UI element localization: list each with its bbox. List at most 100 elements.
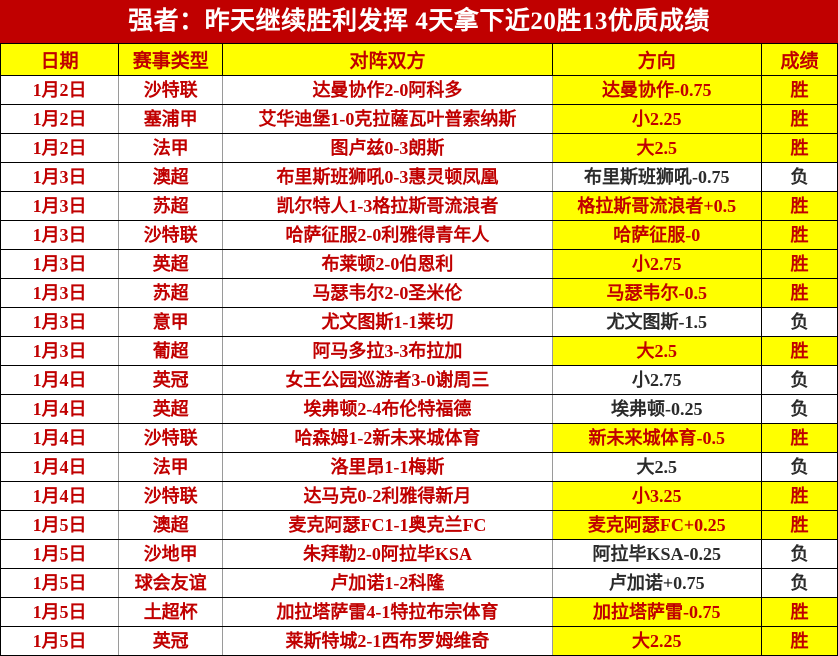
- cell-result: 负: [760, 539, 838, 569]
- cell-league: 沙地甲: [118, 539, 224, 569]
- cell-direction: 大2.25: [551, 626, 762, 656]
- cell-match: 哈萨征服2-0利雅得青年人: [222, 220, 553, 250]
- cell-direction-text: 大2.5: [636, 457, 678, 477]
- cell-result: 胜: [760, 133, 838, 163]
- cell-result: 胜: [760, 191, 838, 221]
- cell-direction: 新未来城体育-0.5: [551, 423, 762, 453]
- cell-match-text: 莱斯特城2-1西布罗姆维奇: [285, 631, 490, 651]
- cell-match: 加拉塔萨雷4-1特拉布宗体育: [222, 597, 553, 627]
- cell-match: 朱拜勒2-0阿拉毕KSA: [222, 539, 553, 569]
- cell-direction: 哈萨征服-0: [551, 220, 762, 250]
- cell-date: 1月5日: [0, 597, 120, 627]
- table-row: 1月3日 意甲 尤文图斯1-1莱切 尤文图斯-1.5 负: [0, 307, 838, 337]
- cell-direction: 小3.25: [551, 481, 762, 511]
- table-row: 1月3日 沙特联 哈萨征服2-0利雅得青年人 哈萨征服-0 胜: [0, 220, 838, 250]
- table-row: 1月3日 苏超 凯尔特人1-3格拉斯哥流浪者 格拉斯哥流浪者+0.5 胜: [0, 191, 838, 221]
- cell-result-text: 胜: [790, 428, 809, 448]
- cell-league: 塞浦甲: [118, 104, 224, 134]
- table-row: 1月2日 法甲 图卢兹0-3朗斯 大2.5 胜: [0, 133, 838, 163]
- cell-result-text: 胜: [790, 486, 809, 506]
- cell-league: 法甲: [118, 133, 224, 163]
- table-row: 1月5日 沙地甲 朱拜勒2-0阿拉毕KSA 阿拉毕KSA-0.25 负: [0, 539, 838, 569]
- cell-direction-text: 小3.25: [632, 486, 682, 506]
- cell-direction-text: 卢加诺+0.75: [608, 573, 705, 593]
- table-row: 1月3日 澳超 布里斯班狮吼0-3惠灵顿凤凰 布里斯班狮吼-0.75 负: [0, 162, 838, 192]
- table-row: 1月3日 苏超 马瑟韦尔2-0圣米伦 马瑟韦尔-0.5 胜: [0, 278, 838, 308]
- table-row: 1月3日 葡超 阿马多拉3-3布拉加 大2.5 胜: [0, 336, 838, 366]
- cell-league: 苏超: [118, 278, 224, 308]
- cell-league-text: 英超: [152, 254, 189, 274]
- cell-direction: 大2.5: [551, 133, 762, 163]
- cell-league: 葡超: [118, 336, 224, 366]
- cell-result: 胜: [760, 75, 838, 105]
- cell-match: 凯尔特人1-3格拉斯哥流浪者: [222, 191, 553, 221]
- cell-match-text: 哈森姆1-2新未来城体育: [294, 428, 481, 448]
- cell-match-text: 麦克阿瑟FC1-1奥克兰FC: [288, 515, 487, 535]
- cell-league: 土超杯: [118, 597, 224, 627]
- cell-direction: 小2.75: [551, 249, 762, 279]
- cell-direction: 大2.5: [551, 452, 762, 482]
- cell-match-text: 布里斯班狮吼0-3惠灵顿凤凰: [276, 167, 499, 187]
- cell-direction-text: 小2.25: [632, 109, 682, 129]
- cell-date: 1月5日: [0, 626, 120, 656]
- cell-date-text: 1月5日: [32, 631, 87, 651]
- cell-date-text: 1月3日: [32, 254, 87, 274]
- cell-direction-text: 大2.25: [632, 631, 682, 651]
- cell-direction-text: 大2.5: [636, 138, 678, 158]
- cell-direction: 小2.25: [551, 104, 762, 134]
- cell-date: 1月4日: [0, 394, 120, 424]
- cell-match-text: 朱拜勒2-0阿拉毕KSA: [302, 544, 472, 564]
- cell-match-text: 埃弗顿2-4布伦特福德: [303, 399, 472, 419]
- cell-direction-text: 哈萨征服-0: [613, 225, 701, 245]
- cell-match-text: 布莱顿2-0伯恩利: [321, 254, 454, 274]
- table-row: 1月3日 英超 布莱顿2-0伯恩利 小2.75 胜: [0, 249, 838, 279]
- cell-result: 负: [760, 452, 838, 482]
- cell-match: 女王公园巡游者3-0谢周三: [222, 365, 553, 395]
- cell-match-text: 女王公园巡游者3-0谢周三: [285, 370, 490, 390]
- cell-match: 埃弗顿2-4布伦特福德: [222, 394, 553, 424]
- cell-result-text: 胜: [790, 225, 809, 245]
- cell-date-text: 1月5日: [32, 573, 87, 593]
- cell-direction: 小2.75: [551, 365, 762, 395]
- cell-date: 1月3日: [0, 336, 120, 366]
- cell-result-text: 负: [790, 544, 809, 564]
- cell-league-text: 法甲: [152, 138, 189, 158]
- cell-direction-text: 尤文图斯-1.5: [606, 312, 708, 332]
- cell-direction-text: 阿拉毕KSA-0.25: [592, 544, 722, 564]
- cell-result: 胜: [760, 597, 838, 627]
- cell-result: 负: [760, 365, 838, 395]
- table-row: 1月4日 沙特联 达马克0-2利雅得新月 小3.25 胜: [0, 481, 838, 511]
- cell-direction: 达曼协作-0.75: [551, 75, 762, 105]
- cell-match: 布里斯班狮吼0-3惠灵顿凤凰: [222, 162, 553, 192]
- cell-direction-text: 达曼协作-0.75: [602, 80, 712, 100]
- cell-result: 胜: [760, 626, 838, 656]
- cell-league-text: 苏超: [152, 196, 189, 216]
- cell-date-text: 1月5日: [32, 602, 87, 622]
- cell-date: 1月4日: [0, 481, 120, 511]
- cell-league: 澳超: [118, 162, 224, 192]
- cell-direction: 大2.5: [551, 336, 762, 366]
- table-row: 1月4日 英冠 女王公园巡游者3-0谢周三 小2.75 负: [0, 365, 838, 395]
- cell-league: 沙特联: [118, 220, 224, 250]
- cell-match-text: 艾华迪堡1-0克拉薩瓦叶普索纳斯: [258, 109, 517, 129]
- cell-date: 1月3日: [0, 162, 120, 192]
- cell-match: 艾华迪堡1-0克拉薩瓦叶普索纳斯: [222, 104, 553, 134]
- cell-league-text: 葡超: [152, 341, 189, 361]
- cell-league: 英超: [118, 249, 224, 279]
- column-header-match: 对阵双方: [222, 43, 553, 76]
- cell-league-text: 沙特联: [143, 80, 198, 100]
- table-row: 1月4日 法甲 洛里昂1-1梅斯 大2.5 负: [0, 452, 838, 482]
- cell-match: 阿马多拉3-3布拉加: [222, 336, 553, 366]
- cell-date-text: 1月2日: [32, 138, 87, 158]
- cell-result: 胜: [760, 336, 838, 366]
- cell-result-text: 胜: [790, 341, 809, 361]
- cell-match-text: 达曼协作2-0阿科多: [312, 80, 463, 100]
- cell-league-text: 意甲: [152, 312, 189, 332]
- table-row: 1月5日 澳超 麦克阿瑟FC1-1奥克兰FC 麦克阿瑟FC+0.25 胜: [0, 510, 838, 540]
- cell-league-text: 沙特联: [143, 225, 198, 245]
- cell-league: 法甲: [118, 452, 224, 482]
- cell-league-text: 沙特联: [143, 428, 198, 448]
- table-row: 1月2日 沙特联 达曼协作2-0阿科多 达曼协作-0.75 胜: [0, 75, 838, 105]
- cell-match-text: 马瑟韦尔2-0圣米伦: [312, 283, 463, 303]
